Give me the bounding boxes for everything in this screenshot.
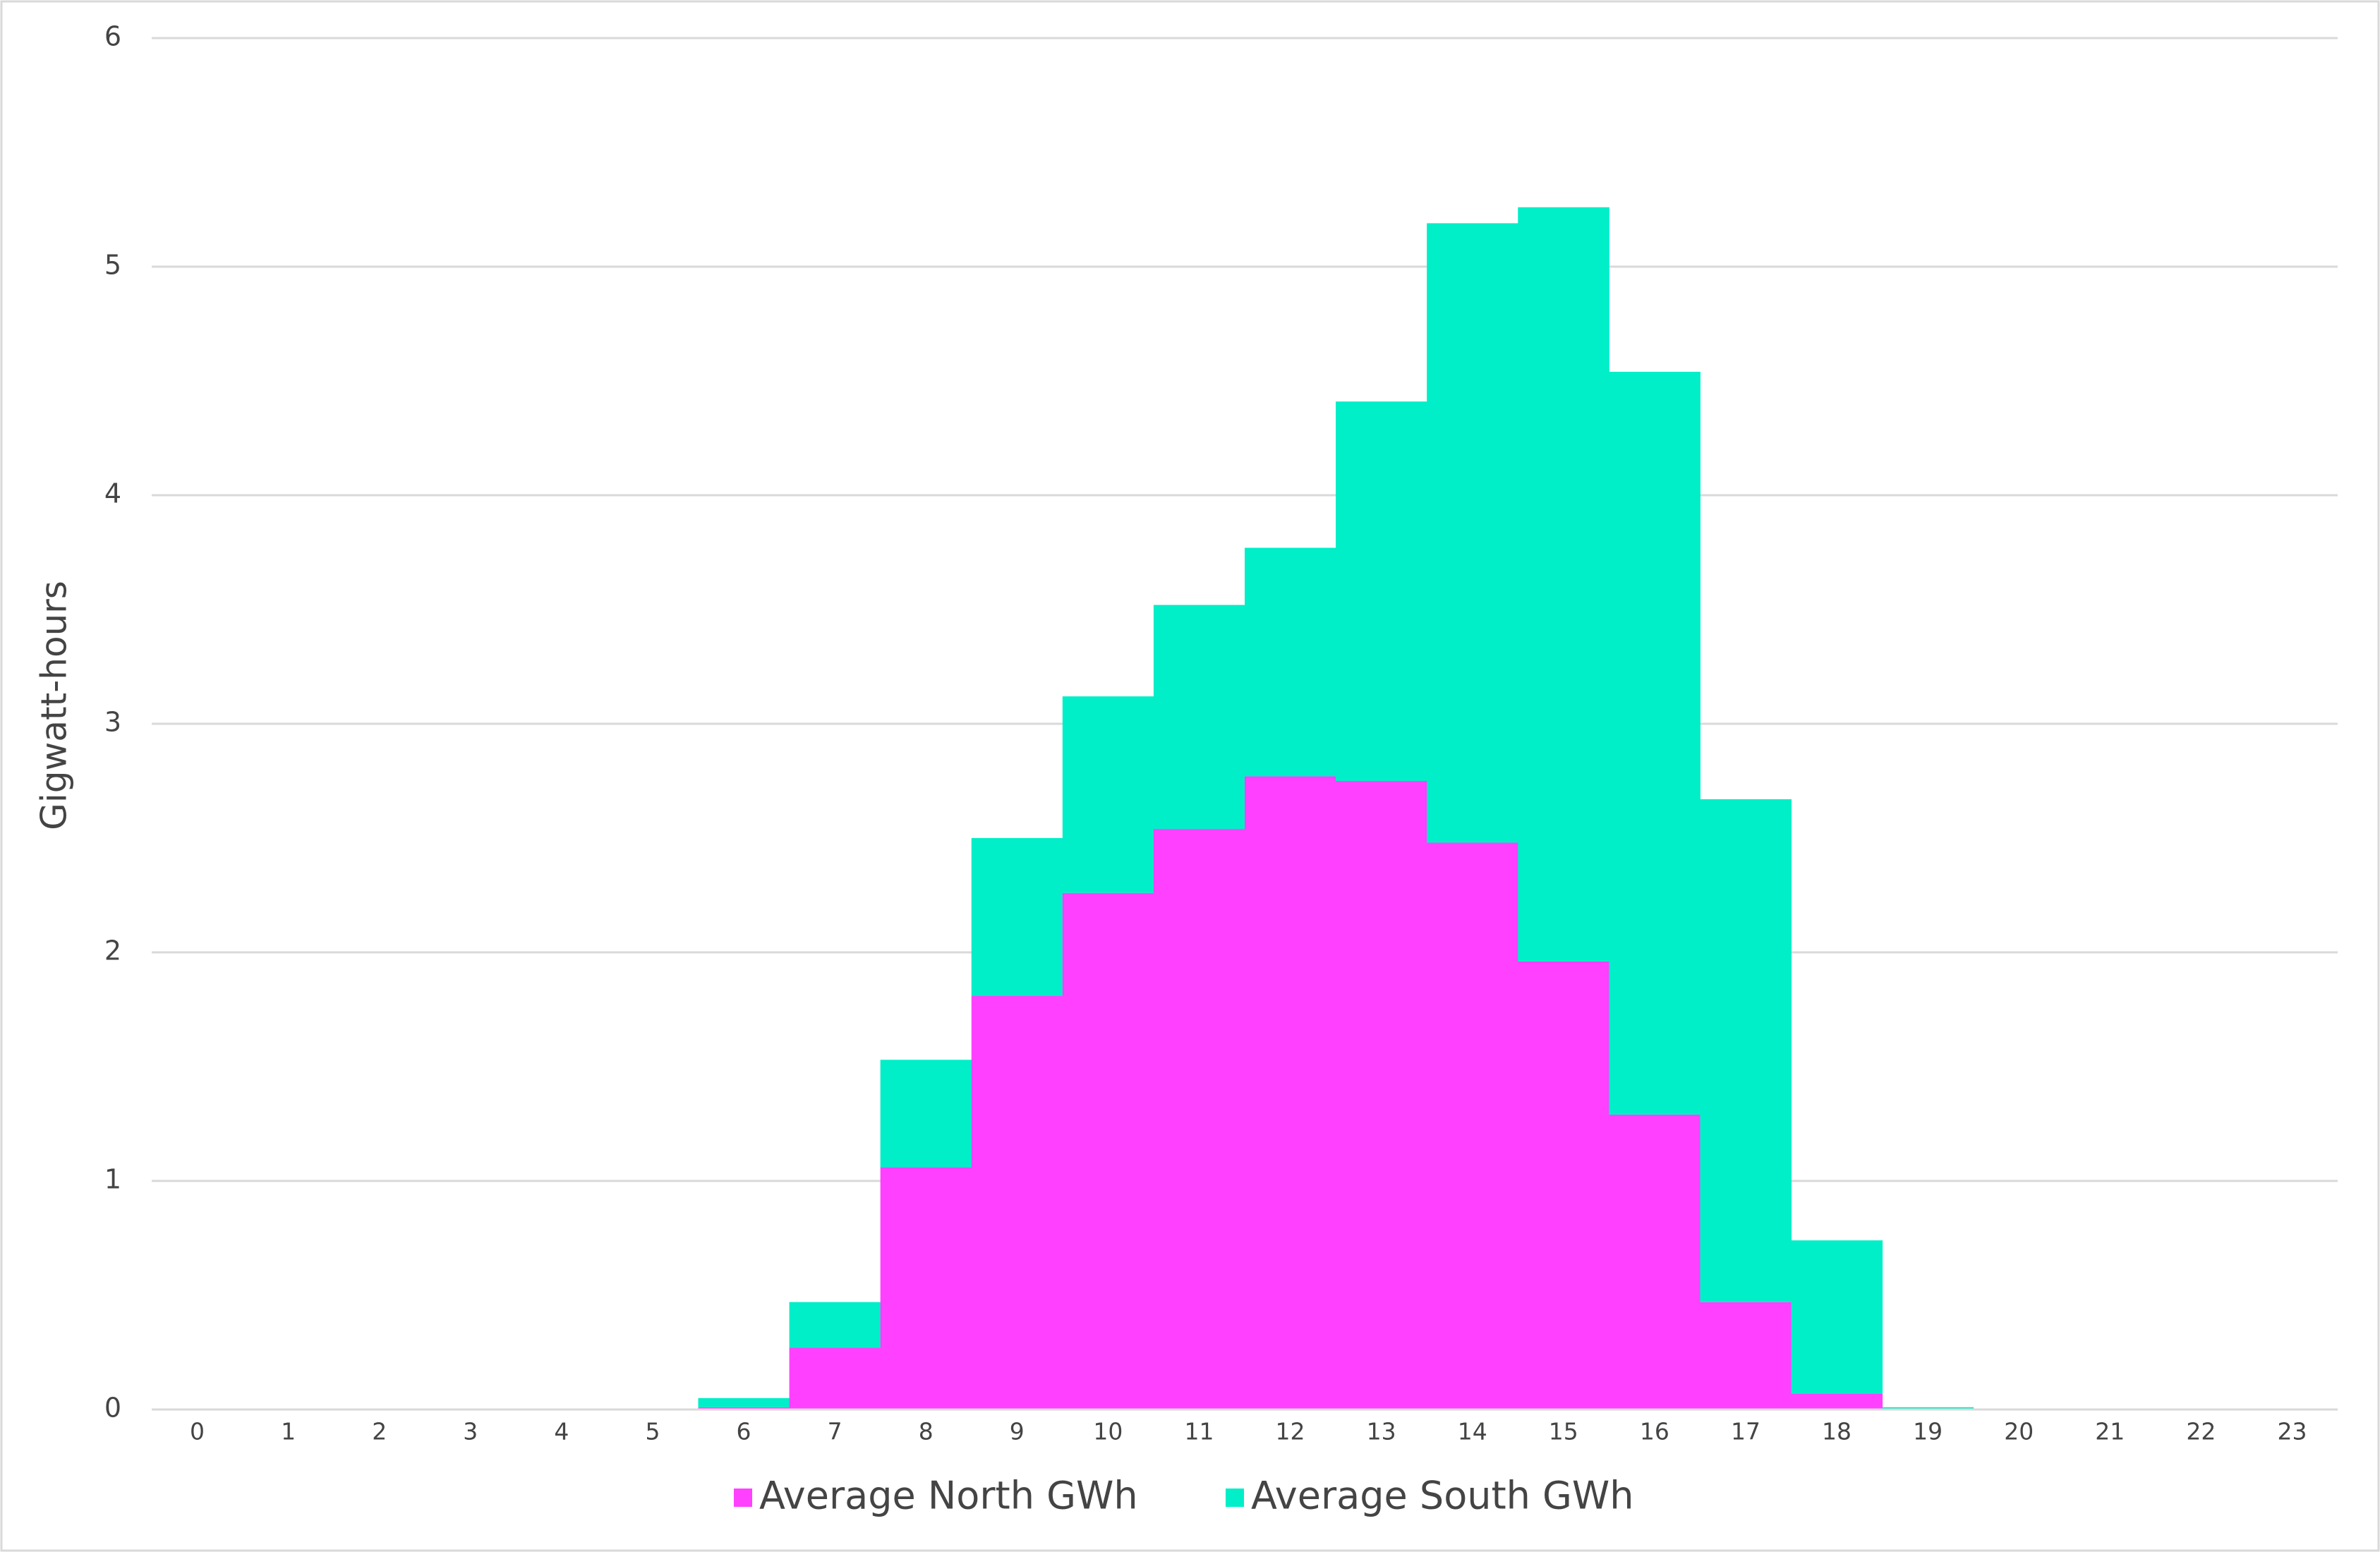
x-tick-label: 9 [1010,1418,1025,1445]
y-tick-label: 2 [104,935,121,966]
legend-swatch [734,1489,752,1507]
bar-segment [971,838,1063,996]
y-tick-label: 0 [104,1393,121,1424]
bar-segment [1700,1302,1792,1409]
bar-segment [698,1398,790,1407]
bar-segment [880,1167,972,1409]
x-tick-label: 3 [463,1418,478,1445]
bar-segment [1518,207,1609,962]
x-tick-label: 20 [2004,1418,2034,1445]
x-tick-label: 15 [1549,1418,1578,1445]
bar-segment [1518,961,1609,1409]
bar-segment [1427,223,1518,843]
x-tick-label: 0 [190,1418,205,1445]
bar-segment [971,995,1063,1409]
x-tick-label: 7 [828,1418,842,1445]
bar-segment [1062,696,1154,893]
x-tick-label: 6 [737,1418,751,1445]
bar-segment [1245,547,1336,777]
x-tick-label: 8 [919,1418,934,1445]
bar-segment [789,1302,881,1348]
legend-swatch [1226,1489,1244,1507]
y-axis-title: Gigwatt-hours [34,581,75,830]
bar-segment [1609,1115,1701,1409]
bar-segment [1336,781,1427,1409]
x-tick-label: 21 [2095,1418,2125,1445]
x-tick-label: 1 [281,1418,296,1445]
bar-segment [1791,1393,1883,1409]
x-tick-label: 11 [1184,1418,1214,1445]
x-tick-label: 12 [1276,1418,1305,1445]
bar-segment [789,1347,881,1409]
x-tick-label: 16 [1640,1418,1669,1445]
bar-segment [1609,372,1701,1115]
bar-segment [1700,799,1792,1302]
x-tick-label: 2 [372,1418,387,1445]
x-tick-label: 22 [2186,1418,2216,1445]
y-tick-label: 6 [104,21,121,52]
bar-segment [1882,1407,1974,1409]
x-tick-label: 4 [554,1418,569,1445]
bar-segment [1153,605,1245,830]
x-tick-label: 19 [1913,1418,1943,1445]
legend-label: Average South GWh [1251,1474,1633,1518]
x-tick-label: 5 [645,1418,660,1445]
y-tick-label: 5 [104,250,121,281]
bar-segment [880,1060,972,1168]
bar-segment [1791,1240,1883,1394]
x-tick-label: 14 [1458,1418,1487,1445]
bar-segment [698,1407,790,1409]
y-tick-label: 1 [104,1164,121,1195]
y-tick-label: 3 [104,707,121,738]
x-tick-label: 23 [2277,1418,2307,1445]
bar-segment [1245,776,1336,1409]
bar-segment [1153,829,1245,1409]
x-tick-label: 17 [1731,1418,1760,1445]
bar-segment [1062,892,1154,1409]
y-tick-label: 4 [104,478,121,509]
legend-label: Average North GWh [759,1474,1138,1518]
x-tick-label: 10 [1093,1418,1123,1445]
bar-segment [1427,842,1518,1409]
bar-segment [1336,401,1427,781]
x-tick-label: 13 [1367,1418,1396,1445]
x-tick-label: 18 [1822,1418,1852,1445]
